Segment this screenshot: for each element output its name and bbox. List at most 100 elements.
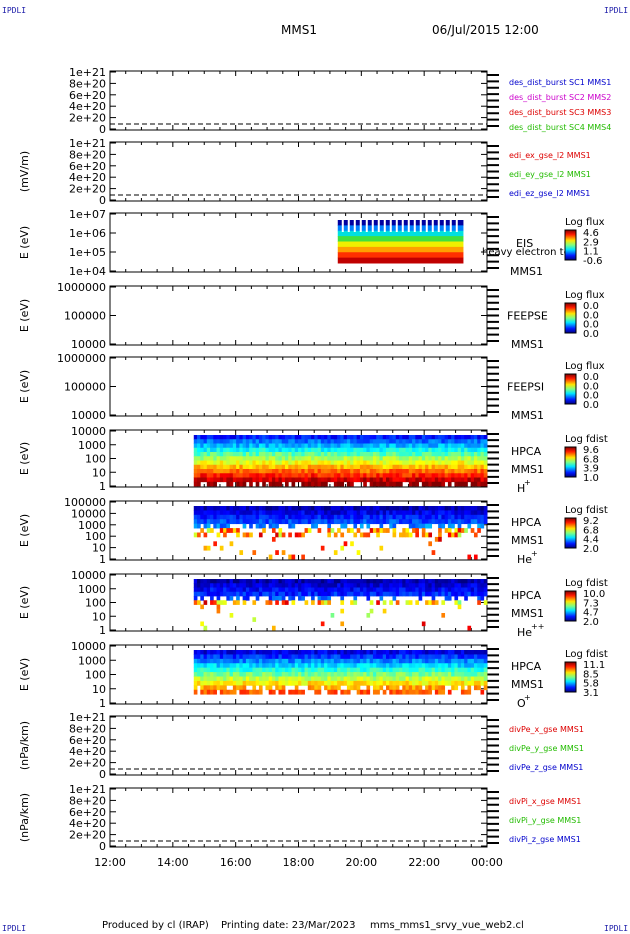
spectrogram-cell [281,443,286,449]
spectrogram-cell [236,676,240,682]
spectrogram-cell [307,506,312,511]
spectrogram-cell [382,676,387,682]
spectrogram-cell [288,452,292,457]
colorbar [564,590,577,622]
spectrogram-cell [330,654,335,660]
spectrogram-cell [483,672,488,677]
spectrogram-cell [460,654,465,660]
spectrogram-cell [438,464,442,470]
spectrogram-cell [307,452,312,457]
spectrogram-cell [376,680,380,686]
spectrogram-cell [444,452,449,457]
spectrogram-cell [255,680,260,686]
spectrogram-cell [447,663,452,669]
spectrogram-cell [317,672,322,677]
spectrogram-cell [226,456,231,461]
spectrogram-cell [200,672,204,677]
spectrogram-cell [389,514,393,520]
spectrogram-cell [356,460,361,466]
spectrogram-cell [278,443,283,449]
spectrogram-cell [320,650,325,655]
spectrogram-cell [447,506,452,511]
spectrogram-cell [265,447,270,453]
spectrogram-cell [434,672,439,677]
spectrogram-cell [480,519,485,525]
spectrogram-cell [333,654,338,660]
spectrogram-cell [333,443,338,449]
spectrogram-cell [229,460,234,466]
spectrogram-cell [304,583,309,588]
legend-entry: edi_ez_gse_l2 MMS1 [509,189,590,198]
spectrogram-cell [265,676,270,682]
spectrogram-cell [262,439,266,444]
spectrogram-cell [304,510,309,516]
spectrogram-cell [431,587,436,593]
spectrogram-cell [216,672,221,677]
spectrogram-cell [399,689,403,695]
spectrogram-cell [447,469,452,474]
spectrogram-cell [480,654,485,660]
spectrogram-cell [255,583,260,588]
spectrogram-cell [229,667,234,673]
spectrogram-cell [372,447,377,453]
spectrogram-cell [252,550,257,555]
spectrogram-cell [405,528,410,533]
spectrogram-cell [451,685,455,691]
spectrogram-cell [203,452,208,457]
spectrogram-cell [275,469,279,474]
spectrogram-cell [470,519,475,525]
spectrogram-cell [197,519,201,525]
y-tick-label: 10 [92,542,106,555]
spectrogram-cell [258,460,263,466]
spectrogram-cell [304,680,309,686]
spectrogram-cell [210,481,214,487]
spectrogram-cell [350,528,354,533]
spectrogram-cell [444,663,449,669]
spectrogram-cell [428,591,433,597]
spectrogram-cell [219,672,224,677]
spectrogram-cell [359,473,364,478]
spectrogram-cell [405,676,410,682]
spectrogram-cell [392,510,397,516]
spectrogram-cell [350,443,354,449]
spectrogram-cell [353,532,358,538]
spectrogram-cell [415,680,419,686]
spectrogram-cell [425,464,429,470]
spectrogram-cell [200,510,204,516]
spectrogram-cell [226,680,231,686]
spectrogram-cell [412,650,416,655]
spectrogram-cell [464,447,468,453]
spectrogram-cell [473,443,478,449]
spectrogram-cell [447,481,452,487]
spectrogram-cell [223,532,227,538]
spectrogram-cell [213,506,217,511]
spectrogram-cell [379,528,384,533]
spectrogram-cell [353,672,358,677]
spectrogram-gap [431,220,434,232]
spectrogram-cell [239,510,244,516]
spectrogram-cell [278,456,283,461]
spectrogram-cell [425,443,429,449]
spectrogram-cell [324,464,328,470]
spectrogram-cell [350,481,354,487]
spectrogram-cell [242,600,247,605]
spectrogram-cell [467,579,472,584]
spectrogram-cell [298,667,302,673]
colorbar-tick-label: 4.6 [583,228,599,239]
spectrogram-cell [301,554,305,560]
spectrogram-cell [203,583,208,588]
spectrogram-cell [278,460,283,466]
spectrogram-cell [320,452,325,457]
colorbar-tick-label: 5.8 [583,679,599,690]
spectrogram-cell [232,435,237,440]
spectrogram-cell [363,460,367,466]
spectrogram-cell [451,587,455,593]
spectrogram-cell [265,658,270,664]
spectrogram-cell [369,667,374,673]
spectrogram-gap [395,220,398,232]
spectrogram-cell [216,443,221,449]
spectrogram-cell [206,481,211,487]
corner-label-bottom-left: IPDLI [2,924,27,933]
spectrogram-cell [307,460,312,466]
spectrogram-cell [245,514,250,520]
